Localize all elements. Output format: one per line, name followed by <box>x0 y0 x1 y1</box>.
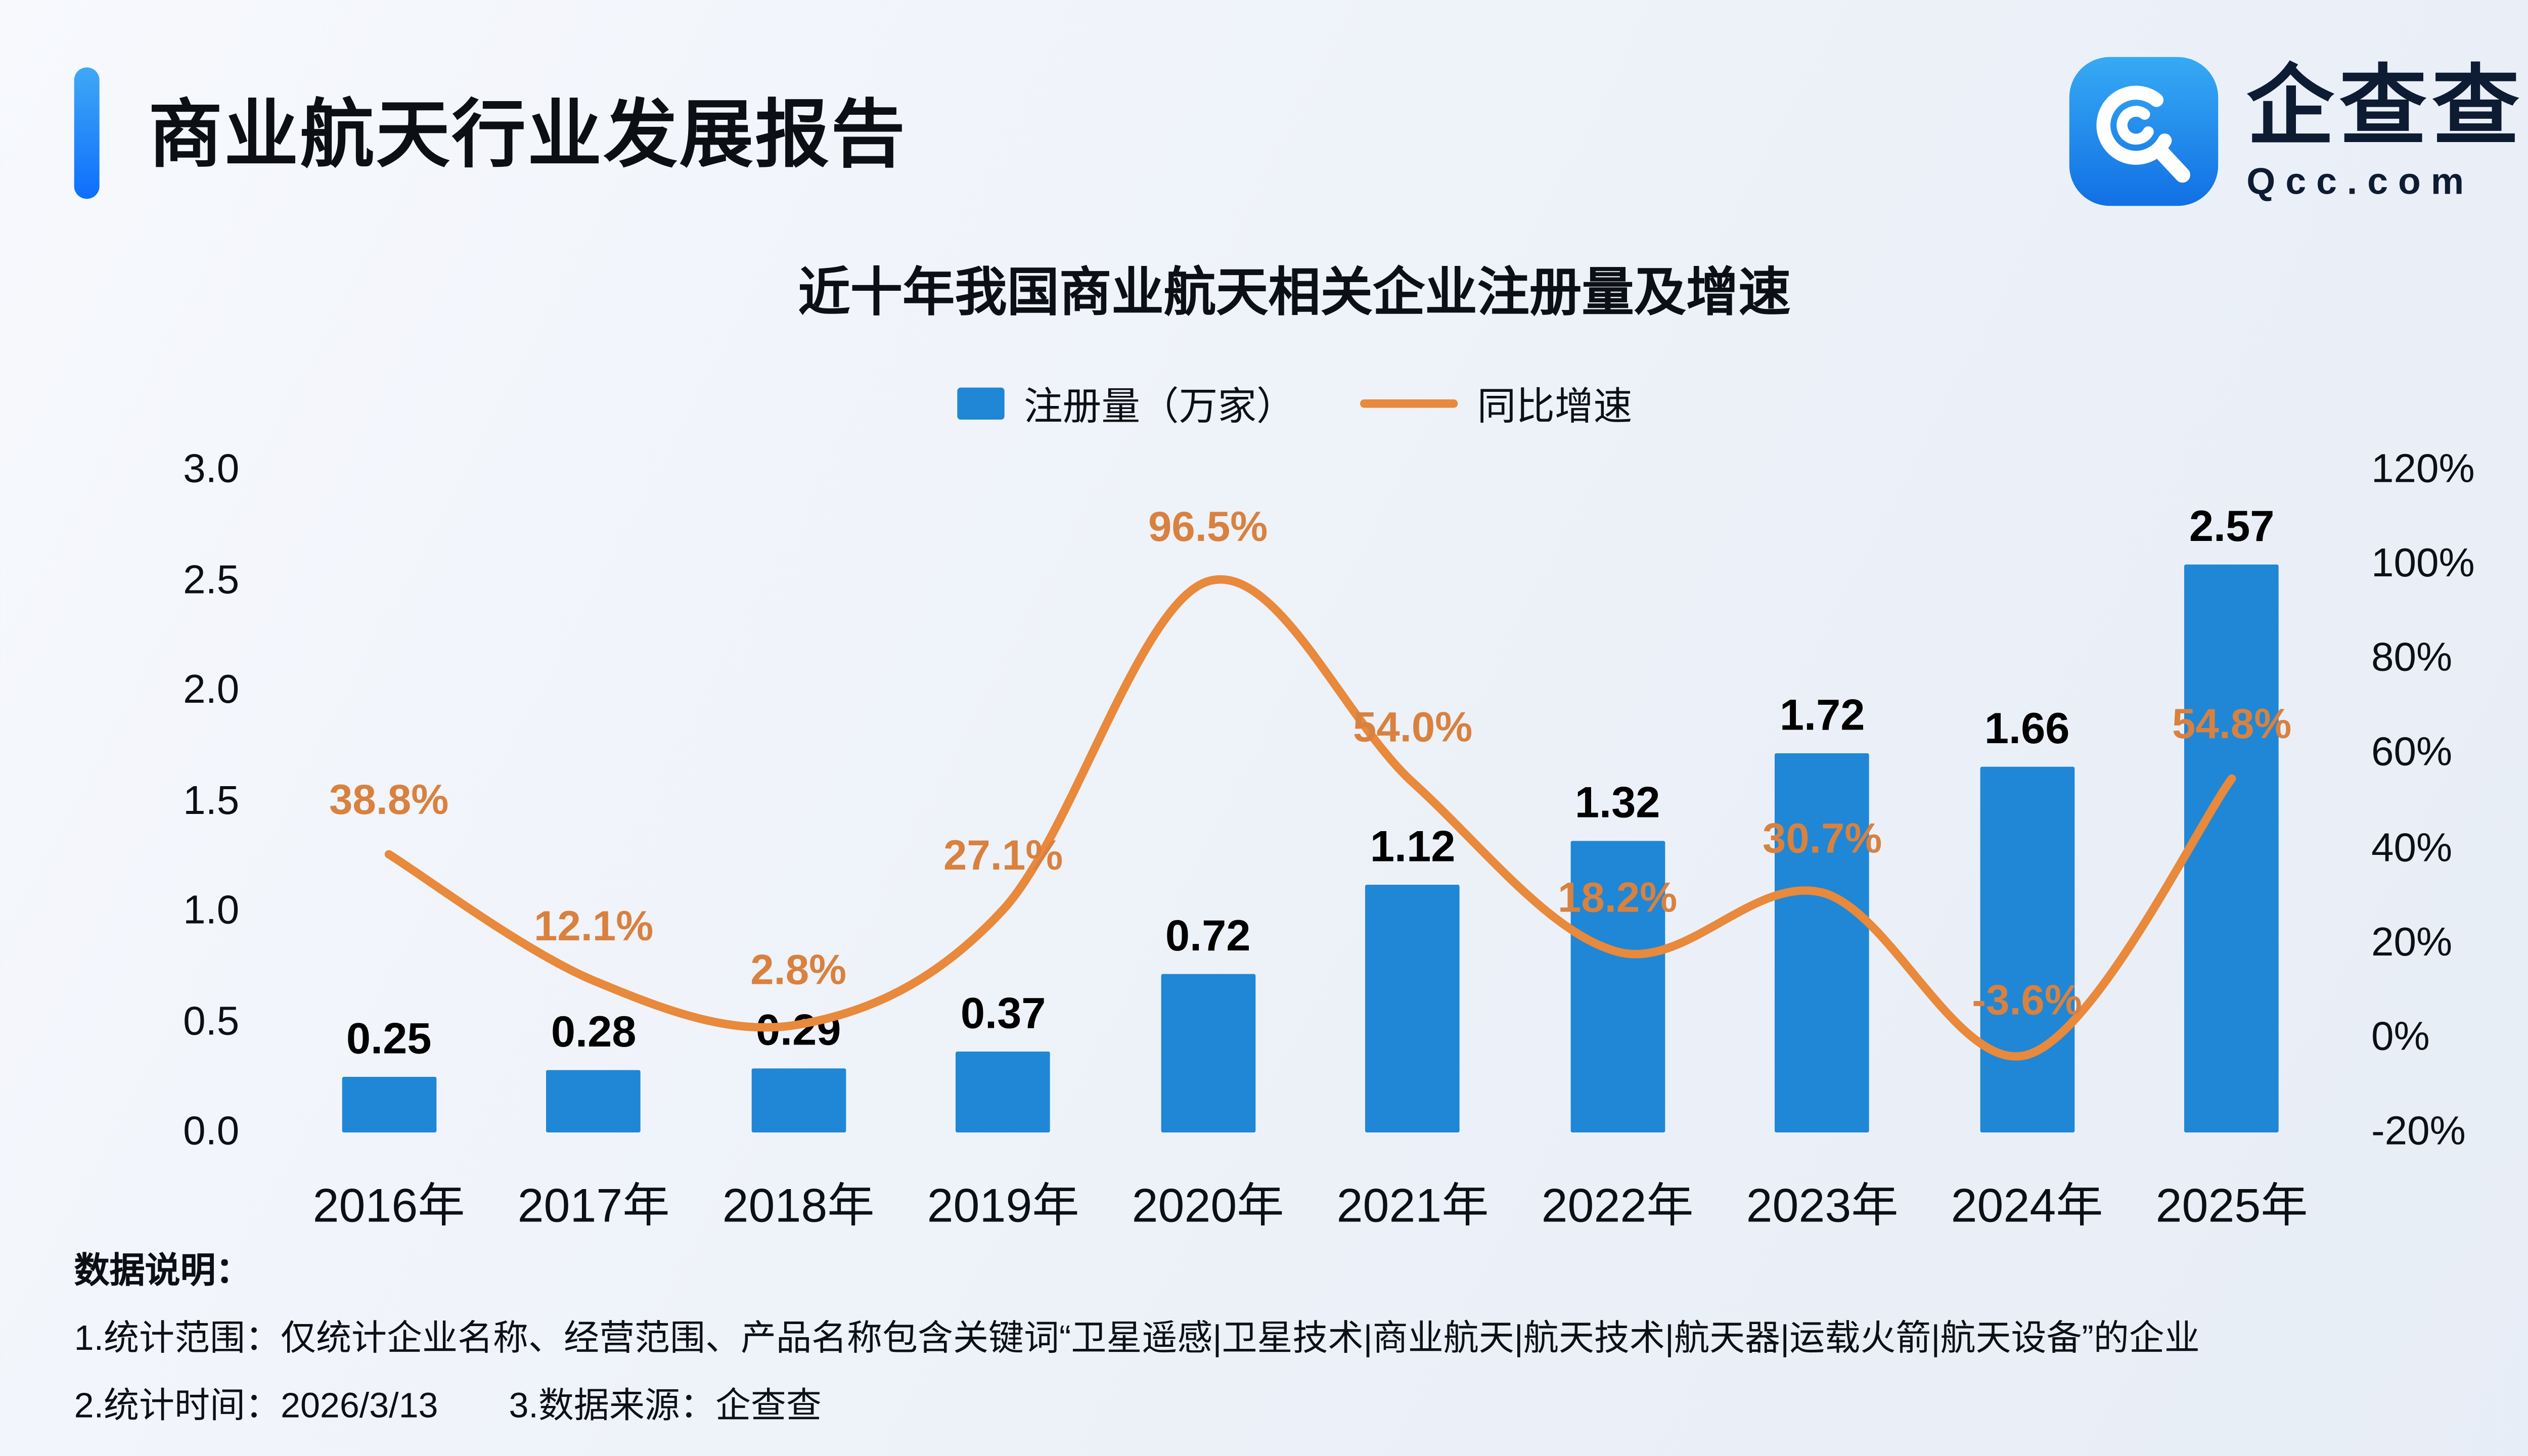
qcc-logo-name: 企查查 <box>2246 59 2525 157</box>
bar-value-label: 0.28 <box>551 1007 637 1058</box>
x-axis: 2016年 2017年 2018年 2019年 2020年 2021年 2022年 2023年… <box>287 1169 2334 1237</box>
growth-line <box>384 575 2236 1061</box>
axis-tick-label: -20% <box>2371 1109 2466 1155</box>
bar-value-label: 0.37 <box>960 986 1046 1037</box>
growth-point-label: 18.2% <box>1558 874 1678 922</box>
footer-note-scope: 1.统计范围：仅统计企业名称、经营范围、产品名称包含关键词“卫星遥感|卫星技术|… <box>74 1320 2200 1358</box>
bar-value-label: 0.72 <box>1165 909 1251 960</box>
x-axis-category-label: 2016年 <box>312 1179 465 1232</box>
growth-point-label: 27.1% <box>943 832 1063 880</box>
axis-tick-label: 1.0 <box>183 888 240 934</box>
footer-note-time-source: 2.统计时间：2026/3/13 3.数据来源：企查查 <box>74 1387 822 1426</box>
growth-point-label: 2.8% <box>750 947 847 994</box>
axis-tick-label: 2.0 <box>183 667 240 713</box>
legend-label-registrations: 注册量（万家） <box>1024 384 1295 428</box>
x-axis-category-label: 2025年 <box>2155 1179 2308 1232</box>
registration-bar <box>1570 841 1665 1132</box>
axis-tick-label: 20% <box>2371 920 2453 966</box>
footer-heading: 数据说明： <box>74 1252 251 1291</box>
qcc-logo-text: 企查查 Qcc.com <box>2246 59 2525 202</box>
legend-label-growth: 同比增速 <box>1477 384 1633 428</box>
growth-point-label: -3.6% <box>1972 977 2083 1025</box>
qcc-logo: 企查查 Qcc.com <box>2066 54 2525 209</box>
axis-tick-label: 60% <box>2371 730 2453 776</box>
bar-value-label: 0.25 <box>346 1013 432 1064</box>
x-axis-category-label: 2022年 <box>1541 1179 1694 1232</box>
bar-value-label: 1.66 <box>1984 702 2070 753</box>
registration-bar <box>1365 885 1460 1132</box>
bar-value-label: 1.32 <box>1574 777 1660 828</box>
left-axis: 3.0 2.5 2.0 1.5 1.0 0.5 0.0 <box>118 446 240 1154</box>
x-axis-category-label: 2023年 <box>1746 1179 1899 1232</box>
line-swatch-icon <box>1359 398 1457 407</box>
chart-title: 近十年我国商业航天相关企业注册量及增速 <box>798 263 1791 322</box>
qcc-logo-icon <box>2069 57 2219 206</box>
growth-point-label: 54.8% <box>2172 701 2292 749</box>
bar-value-label: 2.57 <box>2189 501 2275 552</box>
growth-point-label: 30.7% <box>1763 815 1882 862</box>
growth-point-label: 96.5% <box>1148 504 1268 551</box>
bar-value-label: 1.72 <box>1779 689 1865 740</box>
axis-tick-label: 80% <box>2371 635 2453 681</box>
growth-point-label: 38.8% <box>329 777 449 824</box>
axis-tick-label: 0% <box>2371 1014 2430 1060</box>
registration-bar <box>546 1070 641 1132</box>
right-axis: 120% 100% 80% 60% 40% 20% 0% -20% <box>2371 446 2523 1154</box>
axis-tick-label: 1.5 <box>183 778 240 824</box>
axis-tick-label: 0.5 <box>183 998 240 1044</box>
axis-tick-label: 120% <box>2371 446 2475 492</box>
bar-value-label: 1.12 <box>1370 821 1456 872</box>
axis-tick-label: 100% <box>2371 541 2475 587</box>
axis-tick-label: 40% <box>2371 825 2453 871</box>
registration-bar <box>956 1051 1051 1132</box>
growth-point-label: 54.0% <box>1353 705 1473 752</box>
growth-point-label: 12.1% <box>534 903 654 950</box>
registration-bar <box>2184 565 2279 1132</box>
x-axis-category-label: 2024年 <box>1951 1179 2103 1232</box>
registration-bar <box>1979 766 2074 1132</box>
axis-tick-label: 3.0 <box>183 446 240 492</box>
title-accent-bar <box>74 67 100 199</box>
axis-tick-label: 0.0 <box>183 1109 240 1155</box>
registration-bar <box>751 1068 846 1132</box>
registration-bar <box>1160 973 1255 1132</box>
x-axis-category-label: 2019年 <box>927 1179 1079 1232</box>
legend-item-growth: 同比增速 <box>1359 374 1632 431</box>
x-axis-category-label: 2020年 <box>1132 1179 1284 1232</box>
chart-legend: 注册量（万家） 同比增速 <box>0 374 2528 431</box>
qcc-logo-domain: Qcc.com <box>2246 159 2474 202</box>
legend-item-registrations: 注册量（万家） <box>956 374 1295 431</box>
axis-tick-label: 2.5 <box>183 557 240 603</box>
registration-bar <box>1775 752 1870 1132</box>
page-title: 商业航天行业发展报告 <box>148 94 907 177</box>
bar-swatch-icon <box>956 387 1004 419</box>
plot-area: 0.25 0.28 0.29 0.37 0.72 1.12 1.32 1.72 1.66 2.57… <box>287 470 2334 1132</box>
x-axis-category-label: 2021年 <box>1336 1179 1489 1232</box>
x-axis-category-label: 2018年 <box>722 1179 875 1232</box>
x-axis-category-label: 2017年 <box>517 1179 670 1232</box>
registration-bar <box>341 1077 436 1132</box>
